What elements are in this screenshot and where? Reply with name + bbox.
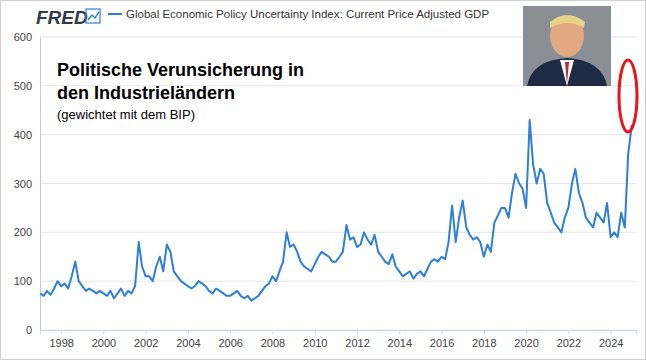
- plot-area: [40, 120, 632, 301]
- x-tick-label: 2022: [557, 337, 581, 349]
- x-tick: 2018: [472, 330, 496, 349]
- y-tick: 500: [14, 80, 40, 92]
- title: Politische Verunsicherung inden Industri…: [57, 60, 304, 103]
- x-tick: 2000: [92, 330, 116, 349]
- x-tick-label: 2006: [218, 337, 242, 349]
- x-tick-label: 2024: [599, 337, 623, 349]
- y-tick: 600: [14, 31, 40, 43]
- y-axis-line: [40, 38, 41, 331]
- photo-placeholder: [523, 6, 611, 86]
- y-tick-label: 200: [14, 226, 32, 238]
- x-tick-mark: [188, 330, 189, 334]
- x-tick-label: 2012: [345, 337, 369, 349]
- legend-swatch: [108, 13, 122, 15]
- grid-line: [40, 232, 636, 233]
- x-tick-label: 2000: [92, 337, 116, 349]
- highlight-ellipse: [619, 60, 637, 132]
- y-tick-label: 400: [14, 129, 32, 141]
- x-tick-label: 2016: [430, 337, 454, 349]
- grid-line: [40, 281, 636, 282]
- x-tick-mark: [399, 330, 400, 334]
- y-tick: 400: [14, 129, 40, 141]
- y-tick-label: 500: [14, 80, 32, 92]
- x-tick: 2014: [388, 330, 412, 349]
- y-tick: 200: [14, 226, 40, 238]
- grid-line: [40, 134, 636, 135]
- x-tick-mark: [568, 330, 569, 334]
- x-tick-label: 2020: [514, 337, 538, 349]
- x-tick: 2016: [430, 330, 454, 349]
- y-tick-label: 600: [14, 31, 32, 43]
- x-tick-mark: [146, 330, 147, 334]
- x-tick: 2004: [176, 330, 200, 349]
- y-tick-label: 300: [14, 178, 32, 190]
- x-tick-mark: [526, 330, 527, 334]
- x-tick-mark: [611, 330, 612, 334]
- x-tick-label: 2004: [176, 337, 200, 349]
- x-tick: 2010: [303, 330, 327, 349]
- background: [1, 1, 646, 360]
- x-tick-mark: [61, 330, 62, 334]
- chart-container: 0 100 200 300 400 500 600 1998 2000 2002 2004 2006 2…: [0, 0, 646, 360]
- x-tick-mark: [103, 330, 104, 334]
- x-tick: 2024: [599, 330, 623, 349]
- y-tick-label: 0: [26, 324, 32, 336]
- x-tick: 2022: [557, 330, 581, 349]
- x-axis-line: [41, 331, 637, 335]
- x-tick-mark: [315, 330, 316, 334]
- y-tick: 0: [26, 324, 40, 336]
- x-tick: 2020: [514, 330, 538, 349]
- y-tick-label: 100: [14, 275, 32, 287]
- x-axis: 1998 2000 2002 2004 2006 2008 2010 2012 2014 2016…: [41, 330, 637, 349]
- subtitle: (gewichtet mit dem BIP): [57, 107, 195, 122]
- y-axis: 0 100 200 300 400 500 600: [14, 31, 41, 336]
- x-tick: 2006: [218, 330, 242, 349]
- x-tick-label: 2018: [472, 337, 496, 349]
- x-tick-mark: [357, 330, 358, 334]
- logo-icon: [86, 9, 100, 23]
- x-tick-mark: [272, 330, 273, 334]
- y-tick: 300: [14, 178, 40, 190]
- x-tick-label: 2010: [303, 337, 327, 349]
- grid-line: [40, 183, 636, 184]
- series-line: [40, 120, 632, 301]
- x-tick-label: 2014: [388, 337, 412, 349]
- x-tick-mark: [230, 330, 231, 334]
- x-tick: 2002: [134, 330, 158, 349]
- legend: Global Economic Policy Uncertainty Index…: [108, 8, 489, 20]
- x-tick-label: 2008: [261, 337, 285, 349]
- x-tick-mark: [484, 330, 485, 334]
- x-tick-label: 1998: [49, 337, 73, 349]
- y-tick: 100: [14, 275, 40, 287]
- x-tick: 1998: [49, 330, 73, 349]
- grid: [40, 37, 636, 330]
- chart-svg: 0 100 200 300 400 500 600 1998 2000 2002 2004 2006 2…: [0, 0, 646, 360]
- legend-label: Global Economic Policy Uncertainty Index…: [126, 8, 489, 20]
- x-tick: 2008: [261, 330, 285, 349]
- x-tick-label: 2002: [134, 337, 158, 349]
- x-tick: 2012: [345, 330, 369, 349]
- source-logo: FRED: [36, 7, 88, 28]
- x-tick-mark: [442, 330, 443, 334]
